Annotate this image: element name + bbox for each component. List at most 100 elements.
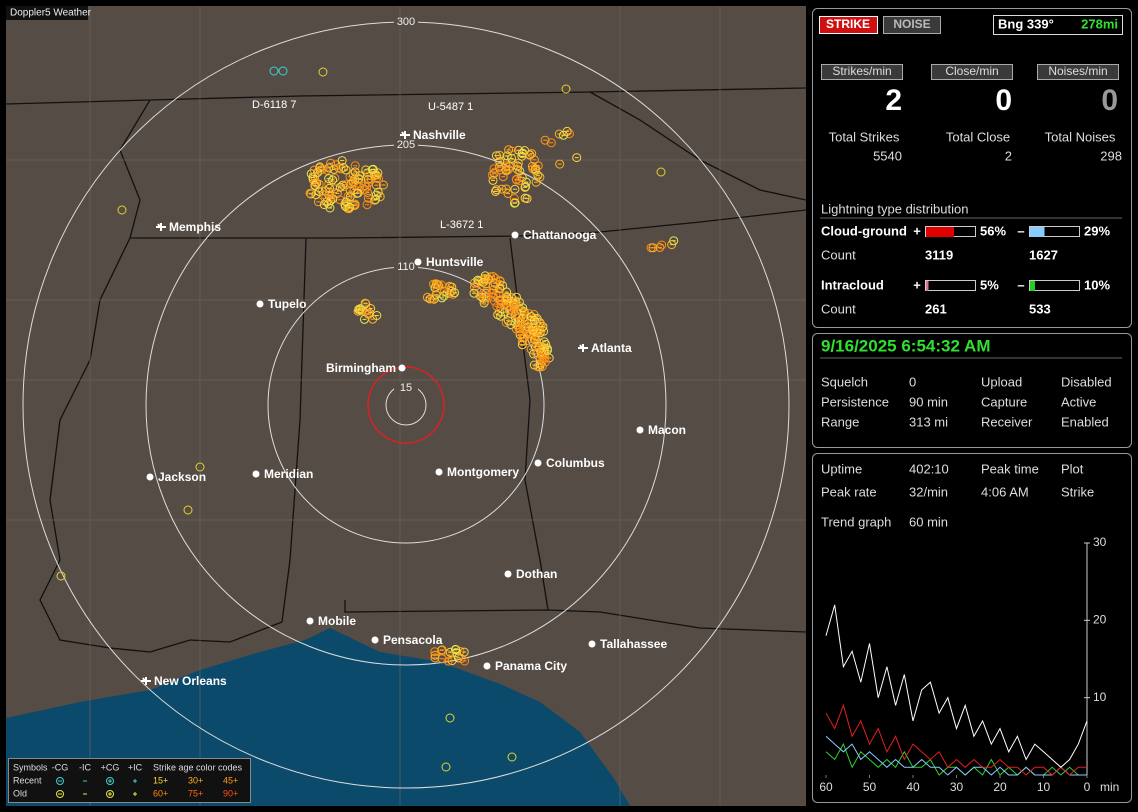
- noise-button[interactable]: [883, 16, 941, 34]
- setting: Squelch: [821, 374, 868, 389]
- strike: [437, 280, 446, 290]
- strike: [501, 294, 511, 304]
- strike: [532, 314, 542, 323]
- rate-label: Close/min: [945, 64, 998, 78]
- strike: [513, 165, 522, 175]
- strike: [522, 194, 532, 204]
- bearing: Bng 339°: [998, 16, 1054, 31]
- type-bar: [1030, 281, 1035, 291]
- strike: [337, 156, 347, 166]
- strike-button[interactable]: [819, 16, 878, 34]
- total-value: 5540: [873, 148, 902, 163]
- strike: [364, 193, 373, 203]
- stats-box: [812, 453, 1132, 803]
- strike: [513, 158, 523, 168]
- setting: Range: [821, 414, 859, 429]
- panel: [812, 8, 1132, 803]
- setting: 0: [909, 374, 916, 389]
- strike: [515, 327, 525, 337]
- percent: 29%: [1084, 223, 1110, 238]
- strike: [529, 315, 539, 325]
- strike: [345, 186, 355, 196]
- sign: –: [1017, 277, 1024, 292]
- strike: [341, 180, 351, 190]
- strike: [655, 243, 665, 252]
- trend-line: [825, 703, 1087, 776]
- strike: [330, 184, 340, 194]
- rate-label-box: [931, 64, 1013, 80]
- strike: [355, 304, 365, 314]
- strike: [341, 165, 351, 175]
- total-value: 2: [1005, 148, 1012, 163]
- strike: [561, 84, 571, 94]
- receiver-box: [812, 333, 1132, 448]
- strike: [481, 286, 491, 296]
- strike: [656, 167, 666, 177]
- count: 533: [1029, 301, 1051, 316]
- strike: [430, 647, 440, 657]
- count-label: Count: [821, 247, 856, 262]
- city-label: Huntsville: [426, 255, 484, 269]
- city-label: Memphis: [169, 220, 221, 234]
- strike: [372, 311, 382, 320]
- y-tick-label: 30: [1093, 535, 1107, 549]
- app-title: Doppler5 Weather: [10, 8, 92, 19]
- rate-label: Strikes/min: [832, 64, 891, 78]
- rate-label-box: [821, 64, 903, 80]
- trend-line: [825, 604, 1088, 768]
- strike: [430, 653, 440, 663]
- sign: +: [913, 277, 921, 292]
- county-lines: [6, 6, 806, 806]
- legend-symbol: -IC: [79, 762, 91, 772]
- strike: [350, 200, 360, 210]
- legend-age: 15+: [153, 775, 168, 785]
- x-tick-label: 60: [819, 780, 833, 794]
- station-label: L-3672 1: [440, 219, 483, 231]
- city-label: Jackson: [158, 470, 206, 484]
- legend-symbol-icon: [106, 777, 114, 785]
- legend-symbol-icon: [56, 777, 64, 785]
- strike: [278, 66, 288, 76]
- strike: [427, 294, 437, 304]
- strike: [373, 168, 383, 178]
- city-dot: [252, 470, 260, 478]
- strike: [345, 202, 354, 212]
- strike: [473, 275, 483, 285]
- strike: [459, 647, 469, 657]
- rate-label-box: [1037, 64, 1119, 80]
- strike: [324, 163, 334, 173]
- strike: [524, 309, 534, 319]
- strike: [497, 184, 507, 194]
- percent: 5%: [980, 277, 999, 292]
- x-unit: min: [1100, 780, 1119, 794]
- strike: [317, 186, 327, 196]
- strike: [370, 195, 380, 205]
- legend-symbol-icon: [56, 790, 64, 798]
- y-tick-label: 20: [1093, 613, 1107, 627]
- strike: [350, 161, 360, 171]
- strike: [353, 174, 363, 184]
- strike: [510, 198, 519, 208]
- city-label: Tupelo: [268, 297, 306, 311]
- total-label: Total Close: [946, 129, 1010, 144]
- strike: [535, 172, 545, 182]
- strike: [533, 161, 543, 171]
- strike: [481, 279, 491, 289]
- strike: [362, 200, 372, 210]
- strike: [460, 656, 470, 666]
- legend-symbol: +IC: [128, 762, 143, 772]
- x-tick-label: 30: [950, 780, 964, 794]
- setting: Active: [1061, 394, 1096, 409]
- strike: [422, 292, 432, 302]
- strike: [492, 185, 501, 195]
- strike: [517, 173, 527, 182]
- ring-label: 15: [400, 382, 412, 394]
- strike: [448, 289, 458, 299]
- strike: [496, 302, 506, 312]
- strike: [495, 157, 505, 167]
- strike: [310, 172, 320, 182]
- stat: 4:06 AM: [981, 484, 1029, 499]
- ring-label-bg: [394, 261, 418, 273]
- strike: [306, 189, 316, 199]
